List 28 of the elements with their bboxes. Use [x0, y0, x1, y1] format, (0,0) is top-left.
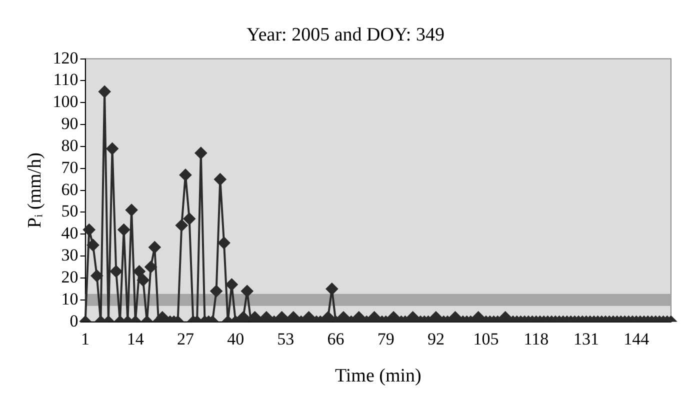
x-tick-label: 144 — [624, 329, 650, 348]
x-tick-label: 53 — [277, 329, 294, 348]
y-tick-label: 10 — [61, 289, 78, 308]
x-tick-label: 118 — [524, 329, 549, 348]
x-axis-title: Time (min) — [334, 366, 422, 387]
x-tick-label: 92 — [427, 329, 444, 348]
x-tick-label: 40 — [227, 329, 244, 348]
y-tick-label: 90 — [61, 114, 78, 134]
y-tick-label: 70 — [61, 158, 78, 177]
x-tick-label: 14 — [126, 329, 144, 348]
x-tick-label: 1 — [81, 329, 90, 348]
x-tick-label: 105 — [473, 329, 499, 348]
x-tick-label: 79 — [377, 329, 394, 348]
x-tick-label: 131 — [573, 329, 599, 348]
x-tick-label: 66 — [327, 329, 344, 348]
chart-title: Year: 2005 and DOY: 349 — [246, 24, 444, 46]
y-tick-label: 110 — [53, 70, 78, 90]
y-axis-title: Pᵢ (mm/h) — [24, 152, 46, 228]
y-tick-label: 50 — [61, 202, 78, 221]
y-tick-label: 100 — [52, 92, 78, 112]
y-tick-label: 80 — [61, 136, 78, 155]
y-tick-label: 60 — [61, 180, 78, 199]
y-tick-label: 0 — [70, 311, 78, 330]
y-tick-label: 20 — [61, 267, 78, 286]
y-tick-label: 40 — [61, 224, 78, 243]
y-tick-label: 120 — [52, 48, 78, 68]
y-tick-label: 30 — [61, 246, 78, 265]
x-tick-label: 27 — [176, 329, 194, 348]
